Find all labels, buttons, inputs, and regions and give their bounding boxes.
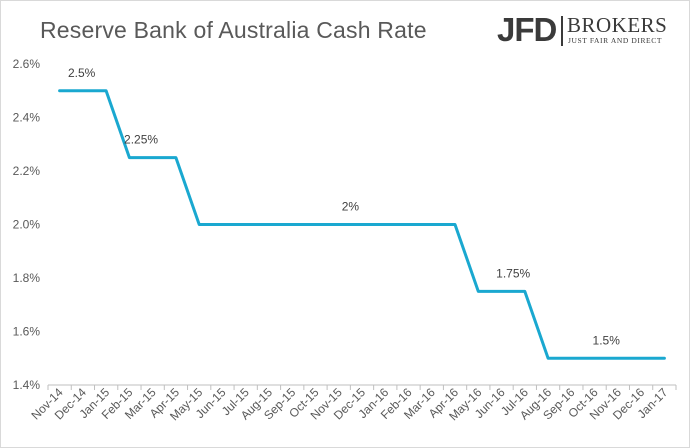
- y-tick-label: 1.6%: [13, 325, 41, 339]
- y-tick-label: 2.4%: [13, 111, 41, 125]
- data-label: 2.25%: [124, 133, 158, 147]
- y-tick-label: 1.4%: [13, 378, 41, 392]
- logo-tagline: JUST FAIR AND DIRECT: [568, 36, 663, 45]
- series-line-group: [58, 89, 666, 360]
- jfd-brokers-logo: JFD BROKERS JUST FAIR AND DIRECT: [497, 13, 677, 49]
- data-label: 1.75%: [496, 266, 530, 280]
- logo-brand: JFD: [497, 11, 557, 48]
- chart-title: Reserve Bank of Australia Cash Rate: [40, 17, 427, 43]
- y-tick-label: 1.8%: [13, 271, 41, 285]
- data-labels: 2.5% 2.25% 2% 1.75% 1.5%: [68, 66, 620, 348]
- y-tick-label: 2.6%: [13, 57, 41, 71]
- data-label: 2.5%: [68, 66, 96, 80]
- data-label: 1.5%: [593, 333, 621, 347]
- y-tick-label: 2.0%: [13, 218, 41, 232]
- logo-divider: [561, 16, 563, 46]
- y-tick-label: 2.2%: [13, 164, 41, 178]
- x-axis-ticks: Nov-14Dec-14Jan-15Feb-15Mar-15Apr-15May-…: [28, 385, 677, 423]
- data-label: 2%: [342, 200, 360, 214]
- y-axis-ticks: 1.4% 1.6% 1.8% 2.0% 2.2% 2.4% 2.6%: [13, 57, 41, 392]
- logo-name: BROKERS: [567, 13, 668, 37]
